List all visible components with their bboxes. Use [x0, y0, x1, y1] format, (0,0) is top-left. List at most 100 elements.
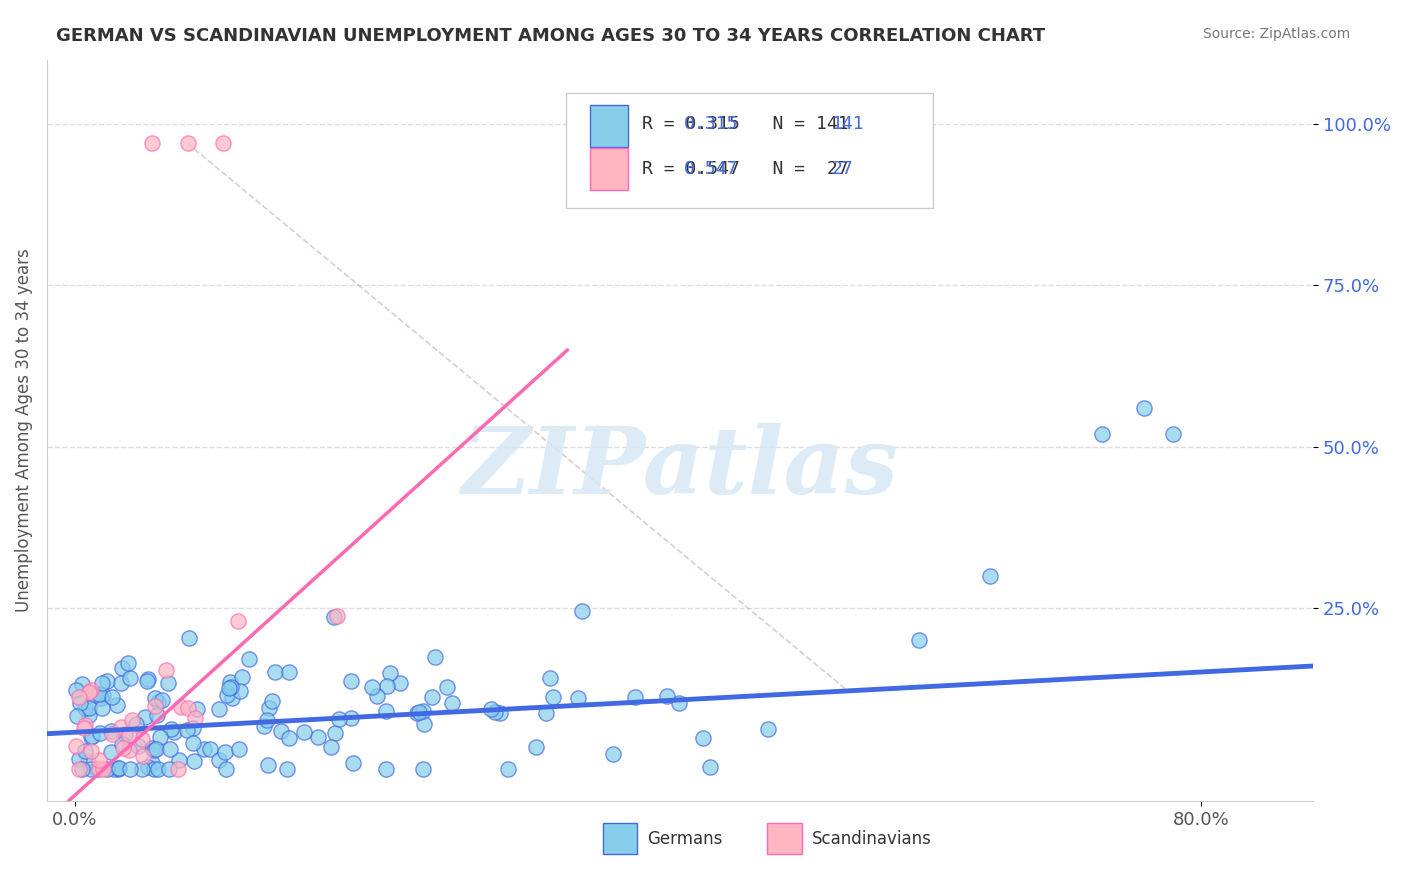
Point [183, 755, 205, 769]
Point [87, 753, 110, 767]
Point [146, 708, 169, 723]
Point [101, 690, 124, 704]
Point [325, 609, 347, 624]
Point [219, 681, 242, 695]
Point [420, 690, 443, 704]
Point [105, 698, 128, 712]
Point [655, 689, 678, 703]
Point [699, 760, 721, 774]
Point [208, 701, 231, 715]
Point [436, 680, 458, 694]
Point [176, 723, 198, 737]
Point [170, 699, 193, 714]
Point [131, 732, 153, 747]
Point [67, 762, 90, 776]
Point [340, 674, 363, 689]
Point [166, 762, 188, 776]
Point [80, 729, 103, 743]
Point [1091, 426, 1114, 441]
Point [83, 688, 105, 702]
Point [423, 649, 446, 664]
Point [150, 693, 173, 707]
Point [65, 739, 87, 753]
Point [142, 743, 165, 757]
Point [89, 725, 111, 739]
Point [388, 676, 411, 690]
Point [75, 743, 97, 757]
Point [541, 690, 564, 704]
Point [146, 695, 169, 709]
Point [80, 762, 103, 776]
Point [89, 687, 111, 701]
Point [90, 690, 112, 705]
Point [127, 739, 149, 753]
Point [257, 700, 280, 714]
Point [208, 753, 231, 767]
Point [101, 727, 124, 741]
Point [524, 740, 547, 755]
Point [121, 713, 143, 727]
Point [366, 689, 388, 703]
Point [80, 731, 103, 745]
FancyBboxPatch shape [591, 105, 628, 147]
Point [141, 136, 163, 151]
Point [163, 725, 186, 739]
Point [214, 745, 236, 759]
Point [256, 757, 278, 772]
Point [77, 700, 100, 714]
Point [339, 711, 361, 725]
Point [117, 656, 139, 670]
Point [361, 680, 384, 694]
Point [167, 753, 190, 767]
Point [86, 762, 108, 776]
Point [488, 706, 510, 721]
Point [375, 762, 398, 776]
Point [238, 652, 260, 666]
Point [375, 679, 398, 693]
Point [76, 755, 98, 769]
Point [221, 691, 243, 706]
FancyBboxPatch shape [567, 93, 934, 208]
Point [262, 694, 284, 708]
Point [534, 706, 557, 720]
Point [79, 685, 101, 699]
FancyBboxPatch shape [591, 148, 628, 190]
Point [181, 736, 204, 750]
Point [90, 701, 112, 715]
Point [231, 671, 253, 685]
Point [378, 665, 401, 680]
Point [118, 743, 141, 757]
Point [80, 744, 103, 758]
Point [107, 761, 129, 775]
Point [441, 696, 464, 710]
Point [979, 568, 1001, 582]
Point [1133, 401, 1156, 415]
Point [100, 745, 122, 759]
FancyBboxPatch shape [603, 823, 637, 855]
Point [406, 706, 429, 720]
Point [624, 690, 647, 705]
Point [177, 701, 200, 715]
Point [65, 683, 87, 698]
Point [110, 676, 132, 690]
Point [73, 701, 96, 715]
Point [253, 719, 276, 733]
Point [277, 665, 299, 679]
Point [65, 708, 87, 723]
Point [91, 675, 114, 690]
Text: 27: 27 [832, 161, 853, 178]
Text: 141: 141 [832, 115, 865, 133]
Point [228, 614, 250, 628]
Point [146, 762, 169, 776]
Point [412, 717, 434, 731]
Point [131, 762, 153, 776]
Point [328, 712, 350, 726]
Point [141, 740, 163, 755]
Point [91, 762, 114, 776]
Point [118, 762, 141, 776]
Point [193, 742, 215, 756]
Point [218, 681, 240, 695]
Point [110, 720, 132, 734]
Point [278, 731, 301, 746]
Text: 0.547: 0.547 [683, 161, 738, 178]
